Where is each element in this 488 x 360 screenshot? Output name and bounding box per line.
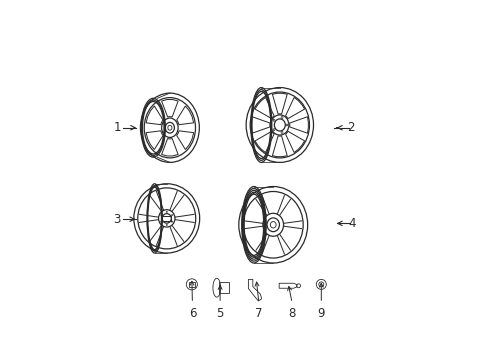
Text: 8: 8: [288, 307, 295, 320]
Text: 3: 3: [113, 213, 121, 226]
Text: 1: 1: [113, 121, 121, 134]
Text: 5: 5: [216, 307, 224, 320]
Text: 7: 7: [255, 307, 262, 320]
Text: 6: 6: [188, 307, 196, 320]
Text: 9: 9: [317, 307, 325, 320]
Text: 4: 4: [347, 217, 355, 230]
Text: 2: 2: [346, 121, 354, 134]
